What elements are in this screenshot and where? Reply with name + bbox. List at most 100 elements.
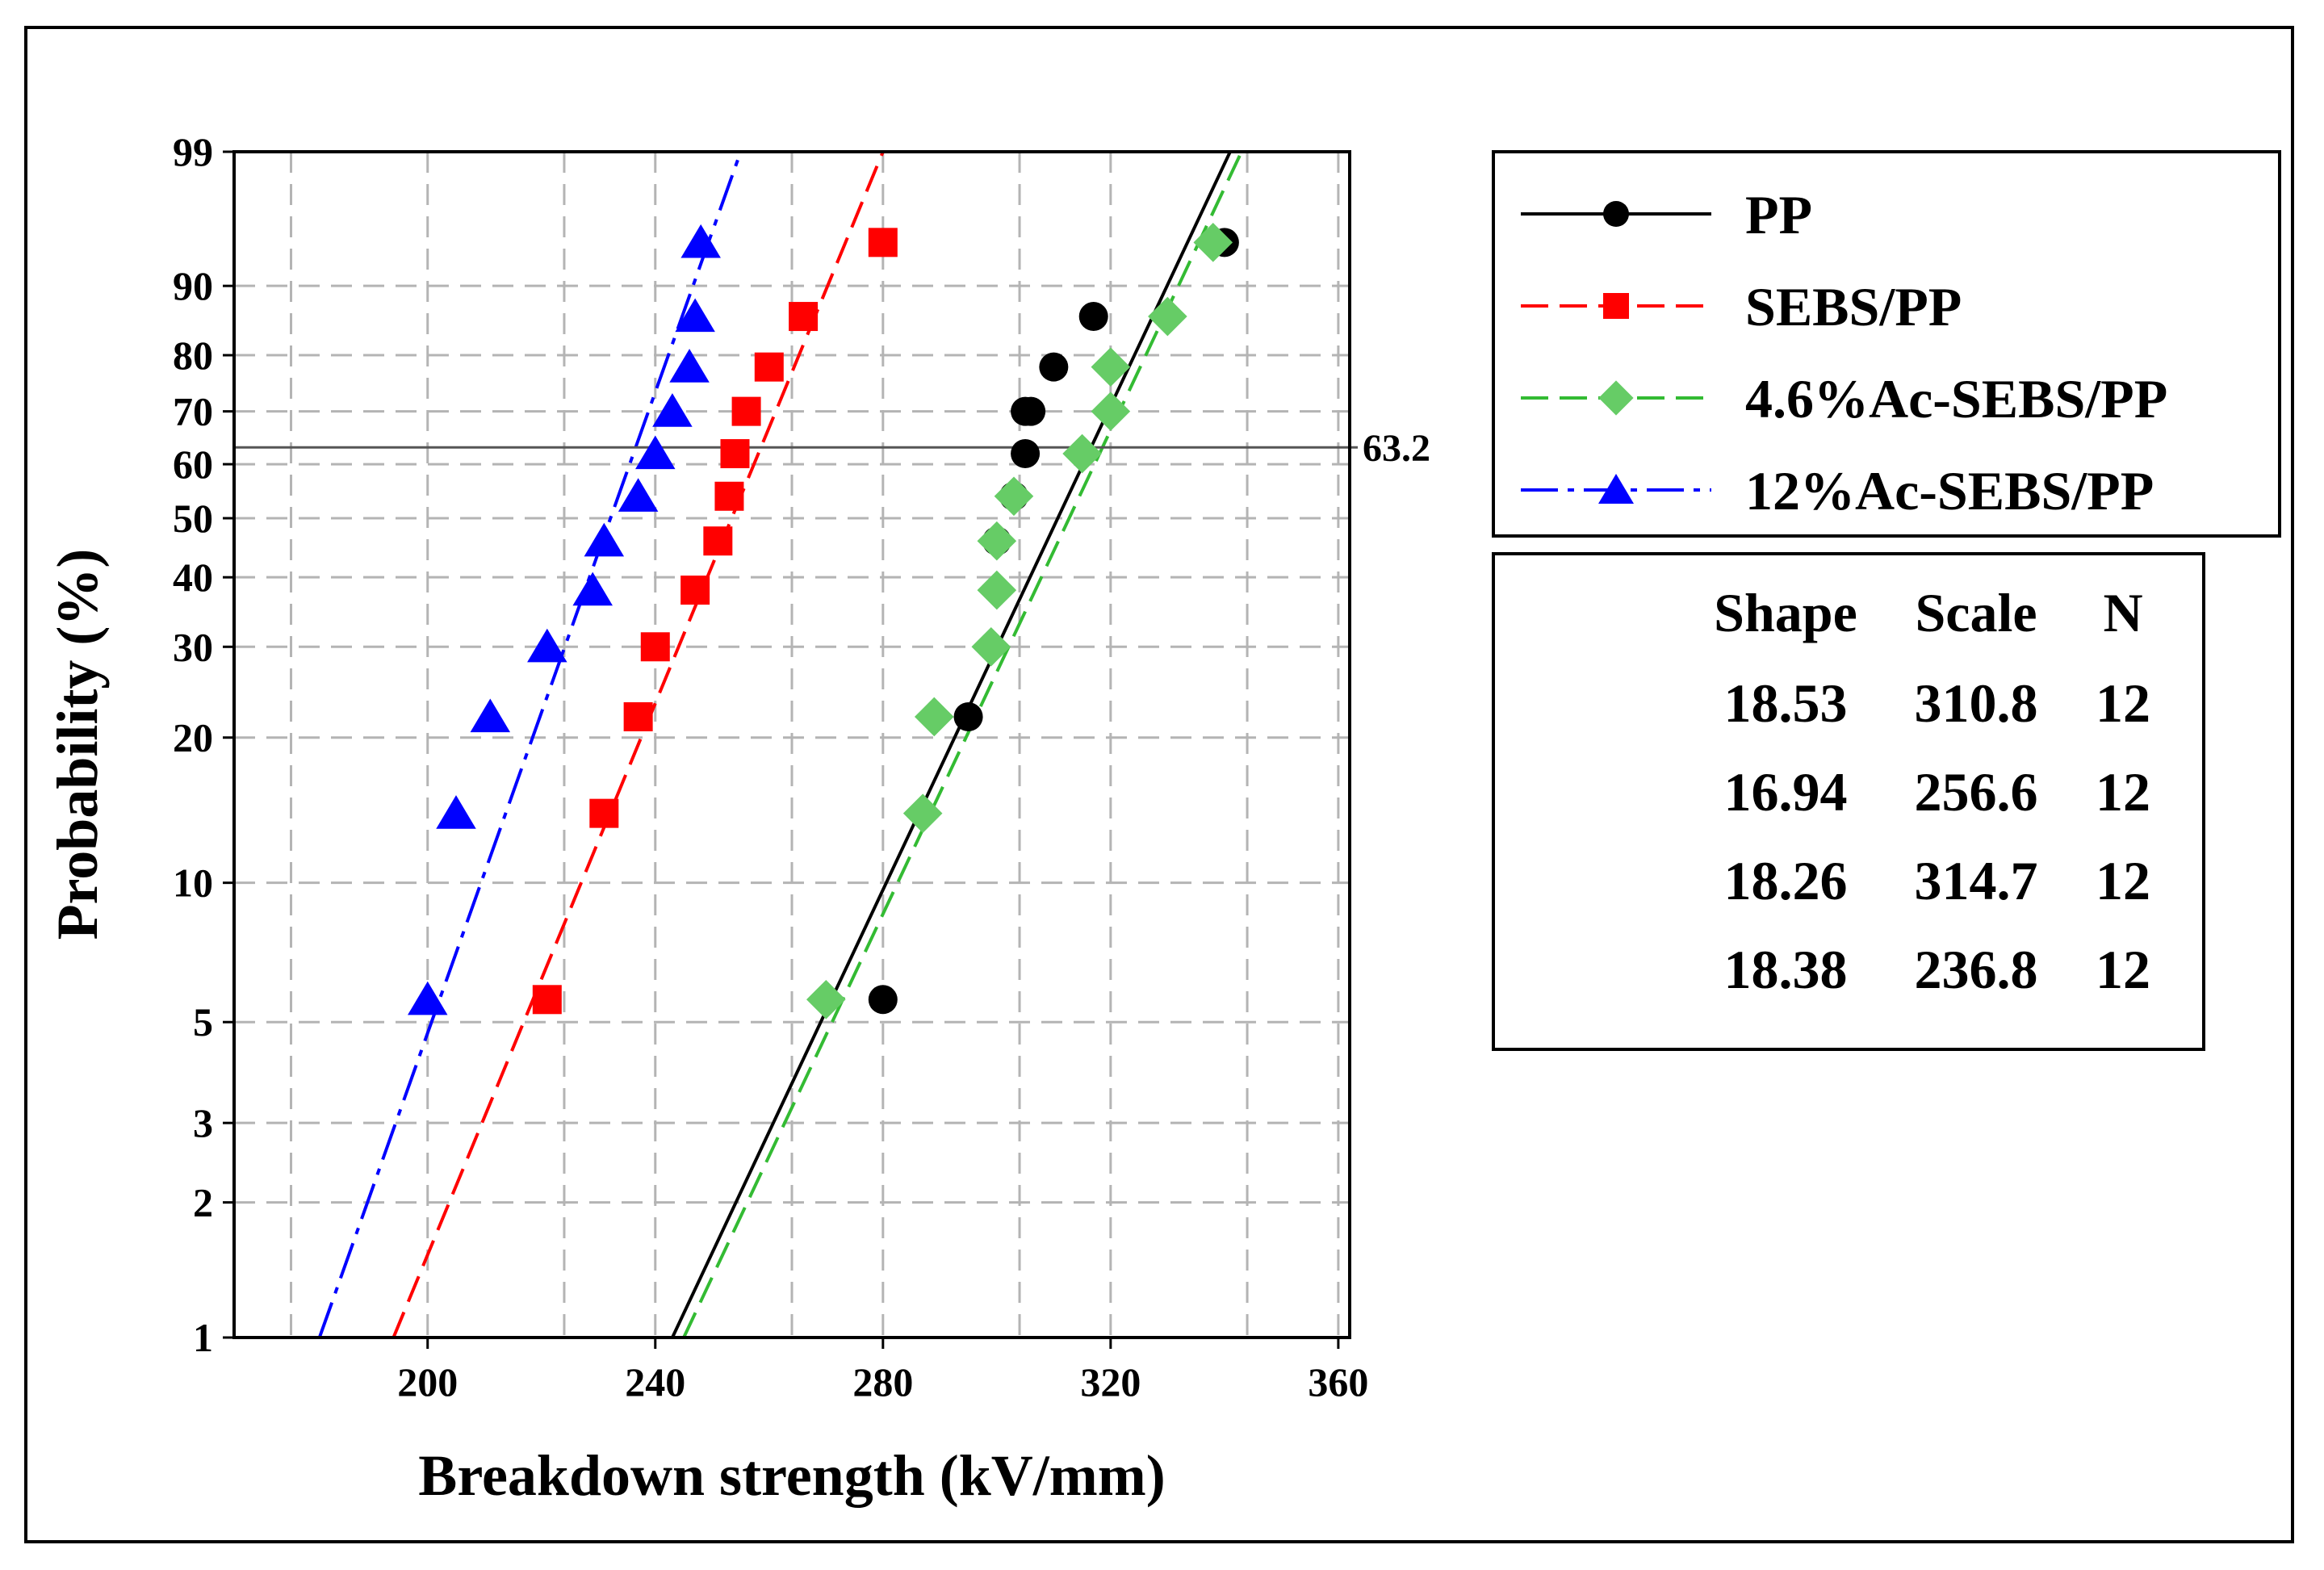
data-point-12pctac-sebs-pp [436,795,476,829]
fit-line-pp [671,151,1232,1338]
data-point-12pctac-sebs-pp [652,393,693,427]
table-cell: 12 [2096,939,2150,1000]
data-point-sebs-pp [720,439,750,469]
x-tick-label: 360 [1308,1359,1368,1405]
data-point-4-6pctac-sebs-pp [1062,433,1102,474]
table-cell: 18.53 [1724,672,1848,734]
x-tick-label: 280 [852,1359,913,1405]
reference-line-label: 63.2 [1363,427,1430,470]
data-point-12pctac-sebs-pp [618,478,659,512]
data-point-sebs-pp [731,396,761,426]
data-point-sebs-pp [680,576,710,605]
legend-label-12pctac-sebs-pp: 12%Ac-SEBS/PP [1745,460,2154,521]
y-tick-label: 70 [173,389,213,434]
data-point-4-6pctac-sebs-pp [1091,391,1131,431]
axis-ticks: 200 240 280 320 360 1 2 3 5 10 20 30 40 50 60 70 80 90 99 [173,129,1368,1405]
fit-line-12pctac-sebs-pp [317,151,743,1338]
table-cell: 236.8 [1915,939,2038,1000]
y-tick-label: 40 [173,555,213,600]
data-point-4-6pctac-sebs-pp [902,793,943,833]
data-point-pp [868,985,898,1015]
data-point-12pctac-sebs-pp [407,981,448,1015]
data-point-12pctac-sebs-pp [669,349,710,383]
data-point-sebs-pp [640,632,670,662]
data-point-4-6pctac-sebs-pp [971,626,1011,667]
legend-marker-4-6pctac-sebs-pp [1598,380,1634,416]
fit-line-sebs-pp [392,151,885,1338]
y-tick-label: 1 [193,1315,213,1360]
data-point-pp [953,701,983,731]
legend-marker-12pctac-sebs-pp [1598,474,1634,504]
data-point-4-6pctac-sebs-pp [977,521,1017,561]
legend-marker-sebs-pp [1603,293,1629,319]
parameter-table-box [1492,552,2205,1051]
x-tick-label: 240 [625,1359,685,1405]
table-cell: 314.7 [1915,850,2038,911]
data-markers [407,223,1239,1019]
y-tick-label: 10 [173,860,213,906]
table-cell: 12 [2096,761,2150,823]
data-point-sebs-pp [714,481,744,511]
legend-label-sebs-pp: SEBS/PP [1745,276,1962,337]
table-cell: 12 [2096,850,2150,911]
data-point-12pctac-sebs-pp [675,298,715,333]
table-header-n: N [2103,582,2142,643]
y-tick-label: 99 [173,129,213,174]
data-point-4-6pctac-sebs-pp [1193,223,1233,262]
data-point-pp [1078,302,1108,332]
data-point-pp [1039,352,1069,382]
data-point-4-6pctac-sebs-pp [806,980,846,1019]
y-tick-label: 20 [173,715,213,760]
data-point-4-6pctac-sebs-pp [994,476,1034,517]
y-tick-label: 5 [193,999,213,1045]
data-point-12pctac-sebs-pp [680,224,721,258]
data-point-12pctac-sebs-pp [527,628,567,663]
reference-line-group: 63.2 [234,427,1430,470]
data-point-12pctac-sebs-pp [470,698,511,733]
data-point-pp [1011,439,1041,469]
y-tick-label: 90 [173,263,213,308]
legend: PP SEBS/PP 4.6%Ac-SEBS/PP 12%Ac-SEBS/PP [1521,184,2167,521]
y-tick-label: 2 [193,1180,213,1225]
data-point-4-6pctac-sebs-pp [977,570,1017,610]
grid-layer [234,152,1350,1338]
table-header-shape: Shape [1714,582,1857,643]
data-point-4-6pctac-sebs-pp [914,697,954,737]
table-cell: 310.8 [1915,672,2038,734]
table-cell: 12 [2096,672,2150,734]
table-cell: 18.26 [1724,850,1848,911]
legend-marker-pp [1603,201,1629,227]
data-point-sebs-pp [754,352,784,382]
y-tick-label: 3 [193,1100,213,1145]
y-tick-label: 80 [173,333,213,378]
data-point-sebs-pp [589,798,619,828]
parameter-table: Shape Scale N 18.53 310.8 12 16.94 256.6 12 18.26… [1714,582,2150,1000]
data-point-pp [1016,396,1046,426]
x-tick-label: 320 [1080,1359,1141,1405]
y-tick-label: 30 [173,624,213,669]
y-axis-label: Probability (%) [45,549,110,940]
fit-lines [317,151,1243,1338]
data-point-sebs-pp [623,701,653,731]
data-point-12pctac-sebs-pp [635,435,676,470]
data-point-sebs-pp [868,228,898,257]
x-tick-label: 200 [397,1359,458,1405]
table-cell: 16.94 [1724,761,1848,823]
legend-label-pp: PP [1745,184,1812,245]
table-cell: 256.6 [1915,761,2038,823]
y-tick-label: 60 [173,442,213,487]
fit-line-4-6pctac-sebs-pp [682,151,1243,1338]
data-point-sebs-pp [789,302,819,332]
data-point-sebs-pp [532,985,562,1015]
plot-area [232,150,1351,1339]
y-tick-label: 50 [173,496,213,541]
data-point-12pctac-sebs-pp [584,522,625,557]
figure-frame [24,26,2294,1543]
table-cell: 18.38 [1724,939,1848,1000]
data-point-12pctac-sebs-pp [572,571,613,606]
data-point-sebs-pp [703,526,733,556]
x-axis-label: Breakdown strength (kV/mm) [418,1443,1165,1508]
table-header-scale: Scale [1915,582,2037,643]
legend-label-4-6pctac-sebs-pp: 4.6%Ac-SEBS/PP [1745,368,2167,429]
